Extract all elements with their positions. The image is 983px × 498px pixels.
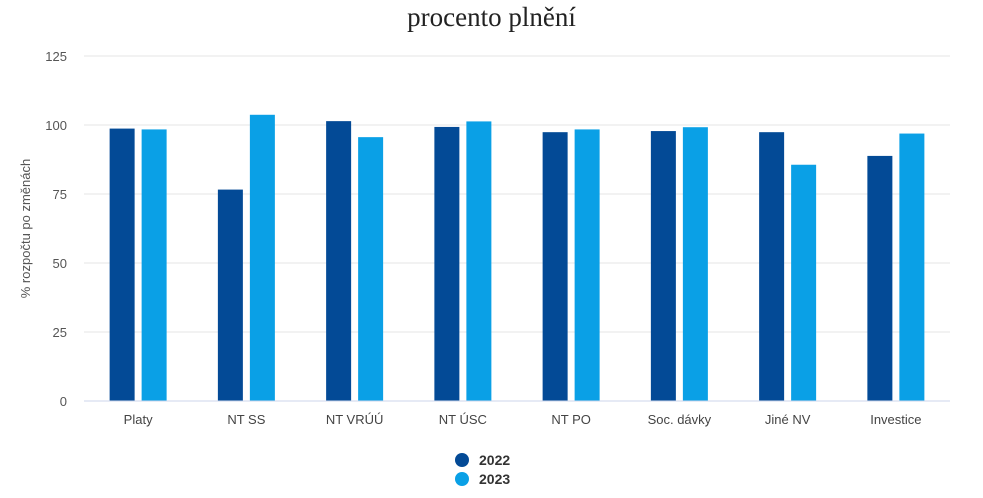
bar-2023 [791, 164, 817, 401]
chart-title: procento plnění [407, 2, 576, 32]
y-tick-label: 125 [45, 49, 67, 64]
bar-2022 [867, 155, 893, 401]
bar-2022 [109, 128, 135, 401]
legend-swatch-icon [455, 452, 469, 467]
bars [109, 114, 925, 402]
bar-2022 [434, 126, 460, 401]
y-tick-label: 100 [45, 118, 67, 133]
x-axis-ticks: Platy NT SS NT VRÚÚ NT ÚSC NT PO Soc. dávky Ji… [124, 412, 922, 427]
legend-label: 2023 [479, 470, 511, 487]
legend-item-2022[interactable]: 2022 [455, 450, 510, 469]
bar-2023 [466, 121, 492, 402]
x-tick-label: NT SS [227, 412, 265, 427]
y-tick-label: 0 [60, 394, 67, 409]
bar-2023 [682, 127, 708, 401]
x-tick-label: Soc. dávky [648, 412, 712, 427]
x-tick-label: NT PO [551, 412, 591, 427]
y-tick-label: 25 [53, 325, 67, 340]
x-tick-label: Platy [124, 412, 153, 427]
y-tick-label: 75 [53, 187, 67, 202]
legend-swatch-icon [455, 471, 469, 486]
x-tick-label: NT ÚSC [439, 412, 487, 427]
bar-2023 [899, 133, 925, 401]
bar-2022 [759, 132, 785, 401]
legend-label: 2022 [479, 451, 511, 468]
bar-2022 [326, 121, 352, 402]
bar-2022 [542, 132, 568, 401]
x-tick-label: Jiné NV [765, 412, 811, 427]
y-axis-ticks: 0 25 50 75 100 125 [45, 49, 67, 409]
x-tick-label: Investice [870, 412, 921, 427]
legend: 2022 2023 [455, 450, 510, 488]
bar-2023 [574, 129, 600, 401]
x-tick-label: NT VRÚÚ [326, 412, 384, 427]
bar-2023 [358, 137, 384, 402]
bar-2023 [249, 114, 275, 402]
y-tick-label: 50 [53, 256, 67, 271]
y-axis-label: % rozpočtu po změnách [18, 159, 33, 298]
bar-2023 [141, 129, 167, 401]
bar-2022 [217, 189, 243, 401]
bar-2022 [650, 131, 676, 401]
gridlines [84, 55, 950, 333]
legend-item-2023[interactable]: 2023 [455, 469, 510, 488]
